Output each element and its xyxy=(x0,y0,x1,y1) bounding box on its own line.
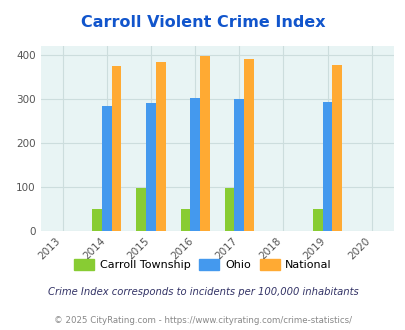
Bar xyxy=(322,102,332,231)
Legend: Carroll Township, Ohio, National: Carroll Township, Ohio, National xyxy=(70,255,335,275)
Bar xyxy=(102,106,111,231)
Bar xyxy=(92,209,102,231)
Text: Carroll Violent Crime Index: Carroll Violent Crime Index xyxy=(81,15,324,30)
Bar xyxy=(111,66,121,231)
Bar xyxy=(136,188,146,231)
Bar xyxy=(180,209,190,231)
Bar xyxy=(224,188,234,231)
Bar xyxy=(156,62,165,231)
Bar xyxy=(312,209,322,231)
Bar xyxy=(190,98,200,231)
Bar xyxy=(146,103,156,231)
Bar xyxy=(332,65,341,231)
Bar xyxy=(243,58,253,231)
Text: © 2025 CityRating.com - https://www.cityrating.com/crime-statistics/: © 2025 CityRating.com - https://www.city… xyxy=(54,315,351,325)
Bar xyxy=(234,99,243,231)
Text: Crime Index corresponds to incidents per 100,000 inhabitants: Crime Index corresponds to incidents per… xyxy=(47,287,358,297)
Bar xyxy=(200,56,209,231)
